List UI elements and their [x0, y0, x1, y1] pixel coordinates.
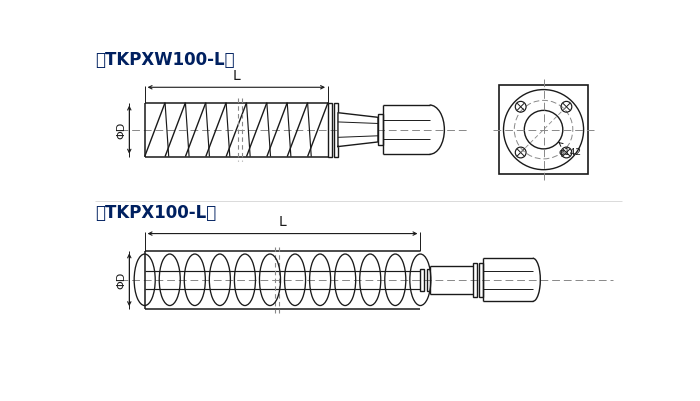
Text: ΦD: ΦD — [117, 271, 127, 289]
Bar — [328, 103, 332, 157]
Text: φ142: φ142 — [559, 143, 582, 157]
Bar — [479, 263, 483, 297]
Text: ΦD: ΦD — [117, 122, 127, 139]
Bar — [426, 269, 430, 291]
Text: L: L — [279, 215, 286, 229]
Bar — [499, 86, 588, 175]
Bar — [378, 115, 384, 146]
Bar — [473, 263, 477, 297]
Text: L: L — [232, 69, 240, 83]
Text: 『TKPX100-L』: 『TKPX100-L』 — [95, 203, 217, 221]
Text: 『TKPXW100-L』: 『TKPXW100-L』 — [95, 51, 235, 69]
Bar — [421, 269, 424, 291]
Polygon shape — [338, 113, 378, 147]
Bar — [334, 103, 338, 157]
